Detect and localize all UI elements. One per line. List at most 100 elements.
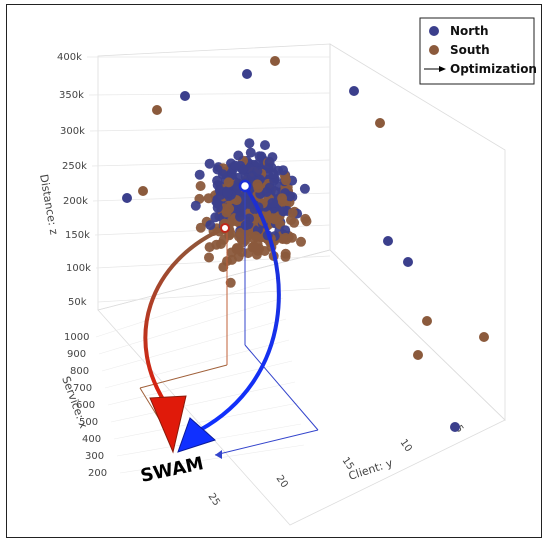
z-tick-label: 50k bbox=[68, 297, 87, 308]
data-point-north bbox=[267, 198, 278, 208]
data-point-south bbox=[226, 254, 237, 265]
data-point-south bbox=[296, 236, 306, 247]
data-point-north bbox=[268, 168, 279, 179]
legend-label-south: South bbox=[450, 43, 490, 57]
data-point-north bbox=[299, 183, 310, 194]
data-point-north bbox=[212, 175, 223, 186]
data-point-south bbox=[422, 316, 432, 326]
chart-frame bbox=[6, 4, 542, 538]
data-point-north bbox=[278, 206, 289, 217]
grid-detail-lines bbox=[87, 56, 331, 474]
grid-lines bbox=[97, 43, 506, 526]
legend-label-optimization: Optimization bbox=[450, 62, 537, 76]
data-point-south bbox=[277, 193, 288, 204]
x-tick-label: 400 bbox=[82, 434, 101, 445]
z-axis-ticks: 50k 100k 150k 200k 250k 300k 350k 400k bbox=[57, 52, 91, 308]
z-tick-label: 200k bbox=[63, 196, 88, 207]
data-point-south bbox=[225, 277, 236, 288]
target-label: SWAM bbox=[139, 453, 206, 487]
z-tick-label: 300k bbox=[60, 126, 85, 137]
x-axis-ticks: 1000 900 800 700 600 500 400 300 200 bbox=[64, 332, 107, 479]
data-point-south bbox=[231, 244, 242, 255]
north-optimization-path bbox=[199, 184, 281, 432]
y-axis-ticks: 510152025 bbox=[206, 423, 466, 508]
data-point-north bbox=[242, 69, 252, 79]
legend-swatch-north bbox=[429, 26, 439, 36]
data-point-south bbox=[223, 177, 234, 188]
y-tick-label: 20 bbox=[274, 473, 290, 490]
data-point-south bbox=[204, 252, 214, 263]
z-tick-label: 350k bbox=[59, 90, 84, 101]
data-point-south bbox=[250, 231, 261, 242]
z-tick-label: 250k bbox=[62, 161, 87, 172]
data-point-south bbox=[280, 251, 291, 262]
x-tick-label: 200 bbox=[88, 468, 107, 479]
data-point-north bbox=[245, 147, 256, 158]
data-point-south bbox=[267, 213, 278, 224]
data-point-north bbox=[204, 158, 215, 169]
data-point-south bbox=[234, 231, 244, 242]
north-start-marker bbox=[238, 179, 252, 193]
data-point-north bbox=[349, 86, 359, 96]
data-point-north bbox=[210, 212, 221, 223]
data-point-north bbox=[122, 193, 132, 203]
data-point-south bbox=[287, 207, 298, 218]
z-tick-label: 100k bbox=[66, 263, 91, 274]
data-point-north bbox=[280, 225, 291, 236]
data-point-south bbox=[203, 193, 214, 204]
data-point-north bbox=[285, 191, 295, 202]
z-axis-label: Distance: z bbox=[37, 173, 60, 236]
data-point-north bbox=[230, 160, 241, 171]
x-tick-label: 700 bbox=[73, 383, 92, 394]
x-tick-label: 900 bbox=[67, 349, 86, 360]
data-point-south bbox=[138, 186, 148, 196]
data-point-south bbox=[248, 241, 259, 252]
south-arrow-head bbox=[149, 395, 187, 454]
legend-swatch-south bbox=[429, 45, 439, 55]
z-tick-label: 150k bbox=[65, 230, 90, 241]
data-point-south bbox=[375, 118, 385, 128]
data-point-north bbox=[244, 199, 255, 209]
data-point-north bbox=[278, 165, 289, 176]
data-point-north bbox=[180, 91, 190, 101]
data-point-north bbox=[244, 213, 255, 224]
data-point-south bbox=[479, 332, 489, 342]
data-point-north bbox=[403, 257, 413, 267]
data-point-north bbox=[235, 211, 245, 222]
data-point-north bbox=[233, 150, 244, 161]
south-start-marker bbox=[220, 223, 230, 233]
y-axis-label: Client: y bbox=[347, 456, 395, 483]
data-point-south bbox=[287, 232, 297, 243]
data-point-south bbox=[413, 350, 423, 360]
data-point-south bbox=[270, 56, 280, 66]
data-point-north bbox=[205, 220, 216, 231]
legend-label-north: North bbox=[450, 24, 488, 38]
data-points bbox=[122, 56, 489, 432]
y-tick-label: 25 bbox=[206, 491, 222, 508]
data-point-south bbox=[221, 207, 232, 218]
legend: North South Optimization bbox=[419, 17, 537, 85]
data-point-north bbox=[270, 186, 281, 197]
x-tick-label: 300 bbox=[85, 451, 104, 462]
data-point-north bbox=[194, 169, 205, 180]
data-point-north bbox=[260, 140, 270, 151]
north-arrow-head bbox=[177, 417, 216, 453]
data-point-north bbox=[212, 198, 223, 209]
data-point-north bbox=[222, 187, 233, 198]
data-point-north bbox=[383, 236, 393, 246]
x-tick-label: 1000 bbox=[64, 332, 89, 343]
data-point-north bbox=[212, 164, 223, 175]
data-point-south bbox=[301, 216, 312, 227]
data-point-north bbox=[450, 422, 460, 432]
data-point-south bbox=[195, 181, 206, 191]
data-point-north bbox=[190, 200, 201, 211]
y-tick-label: 10 bbox=[398, 437, 414, 454]
data-point-north bbox=[254, 151, 265, 162]
optimization-arrows bbox=[143, 179, 281, 454]
data-point-south bbox=[281, 175, 291, 186]
data-point-south bbox=[253, 182, 264, 193]
south-optimization-path bbox=[143, 226, 226, 412]
data-point-south bbox=[195, 222, 206, 233]
data-point-north bbox=[261, 187, 272, 197]
data-point-north bbox=[252, 166, 263, 177]
